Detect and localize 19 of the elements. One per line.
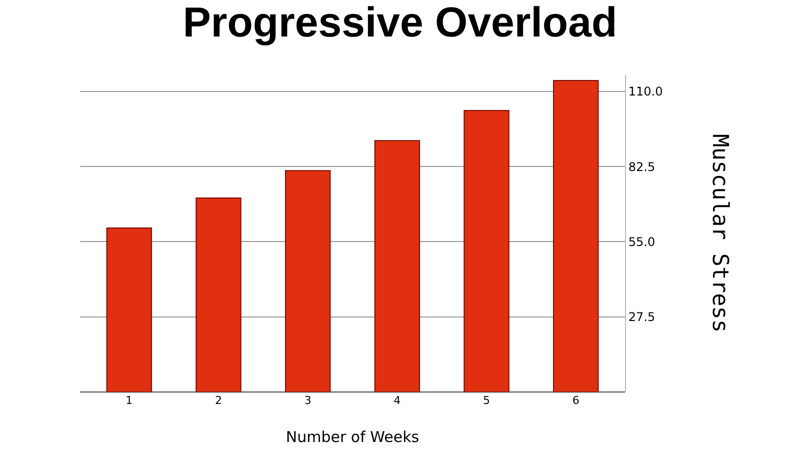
y-tick-label: 110.0 [628,84,663,99]
bar [464,110,510,392]
bar [106,228,152,392]
x-tick-label: 2 [214,394,222,407]
x-tick-label: 5 [483,394,490,407]
bar [553,80,599,392]
bar [374,140,420,392]
y-tick-label: 27.5 [628,310,656,324]
x-tick-label: 6 [572,394,580,407]
x-tick-label: 1 [126,394,133,407]
bar [196,197,242,392]
x-tick-label: 3 [304,394,312,407]
y-tick-label: 55.0 [628,234,656,249]
chart-title: Progressive Overload [182,0,618,46]
y-axis-title: Muscular Stress [707,134,732,333]
x-tick-label: 4 [394,394,401,407]
x-axis-title: Number of Weeks [286,428,420,446]
y-tick-label: 82.5 [628,160,656,174]
bar [284,170,331,392]
